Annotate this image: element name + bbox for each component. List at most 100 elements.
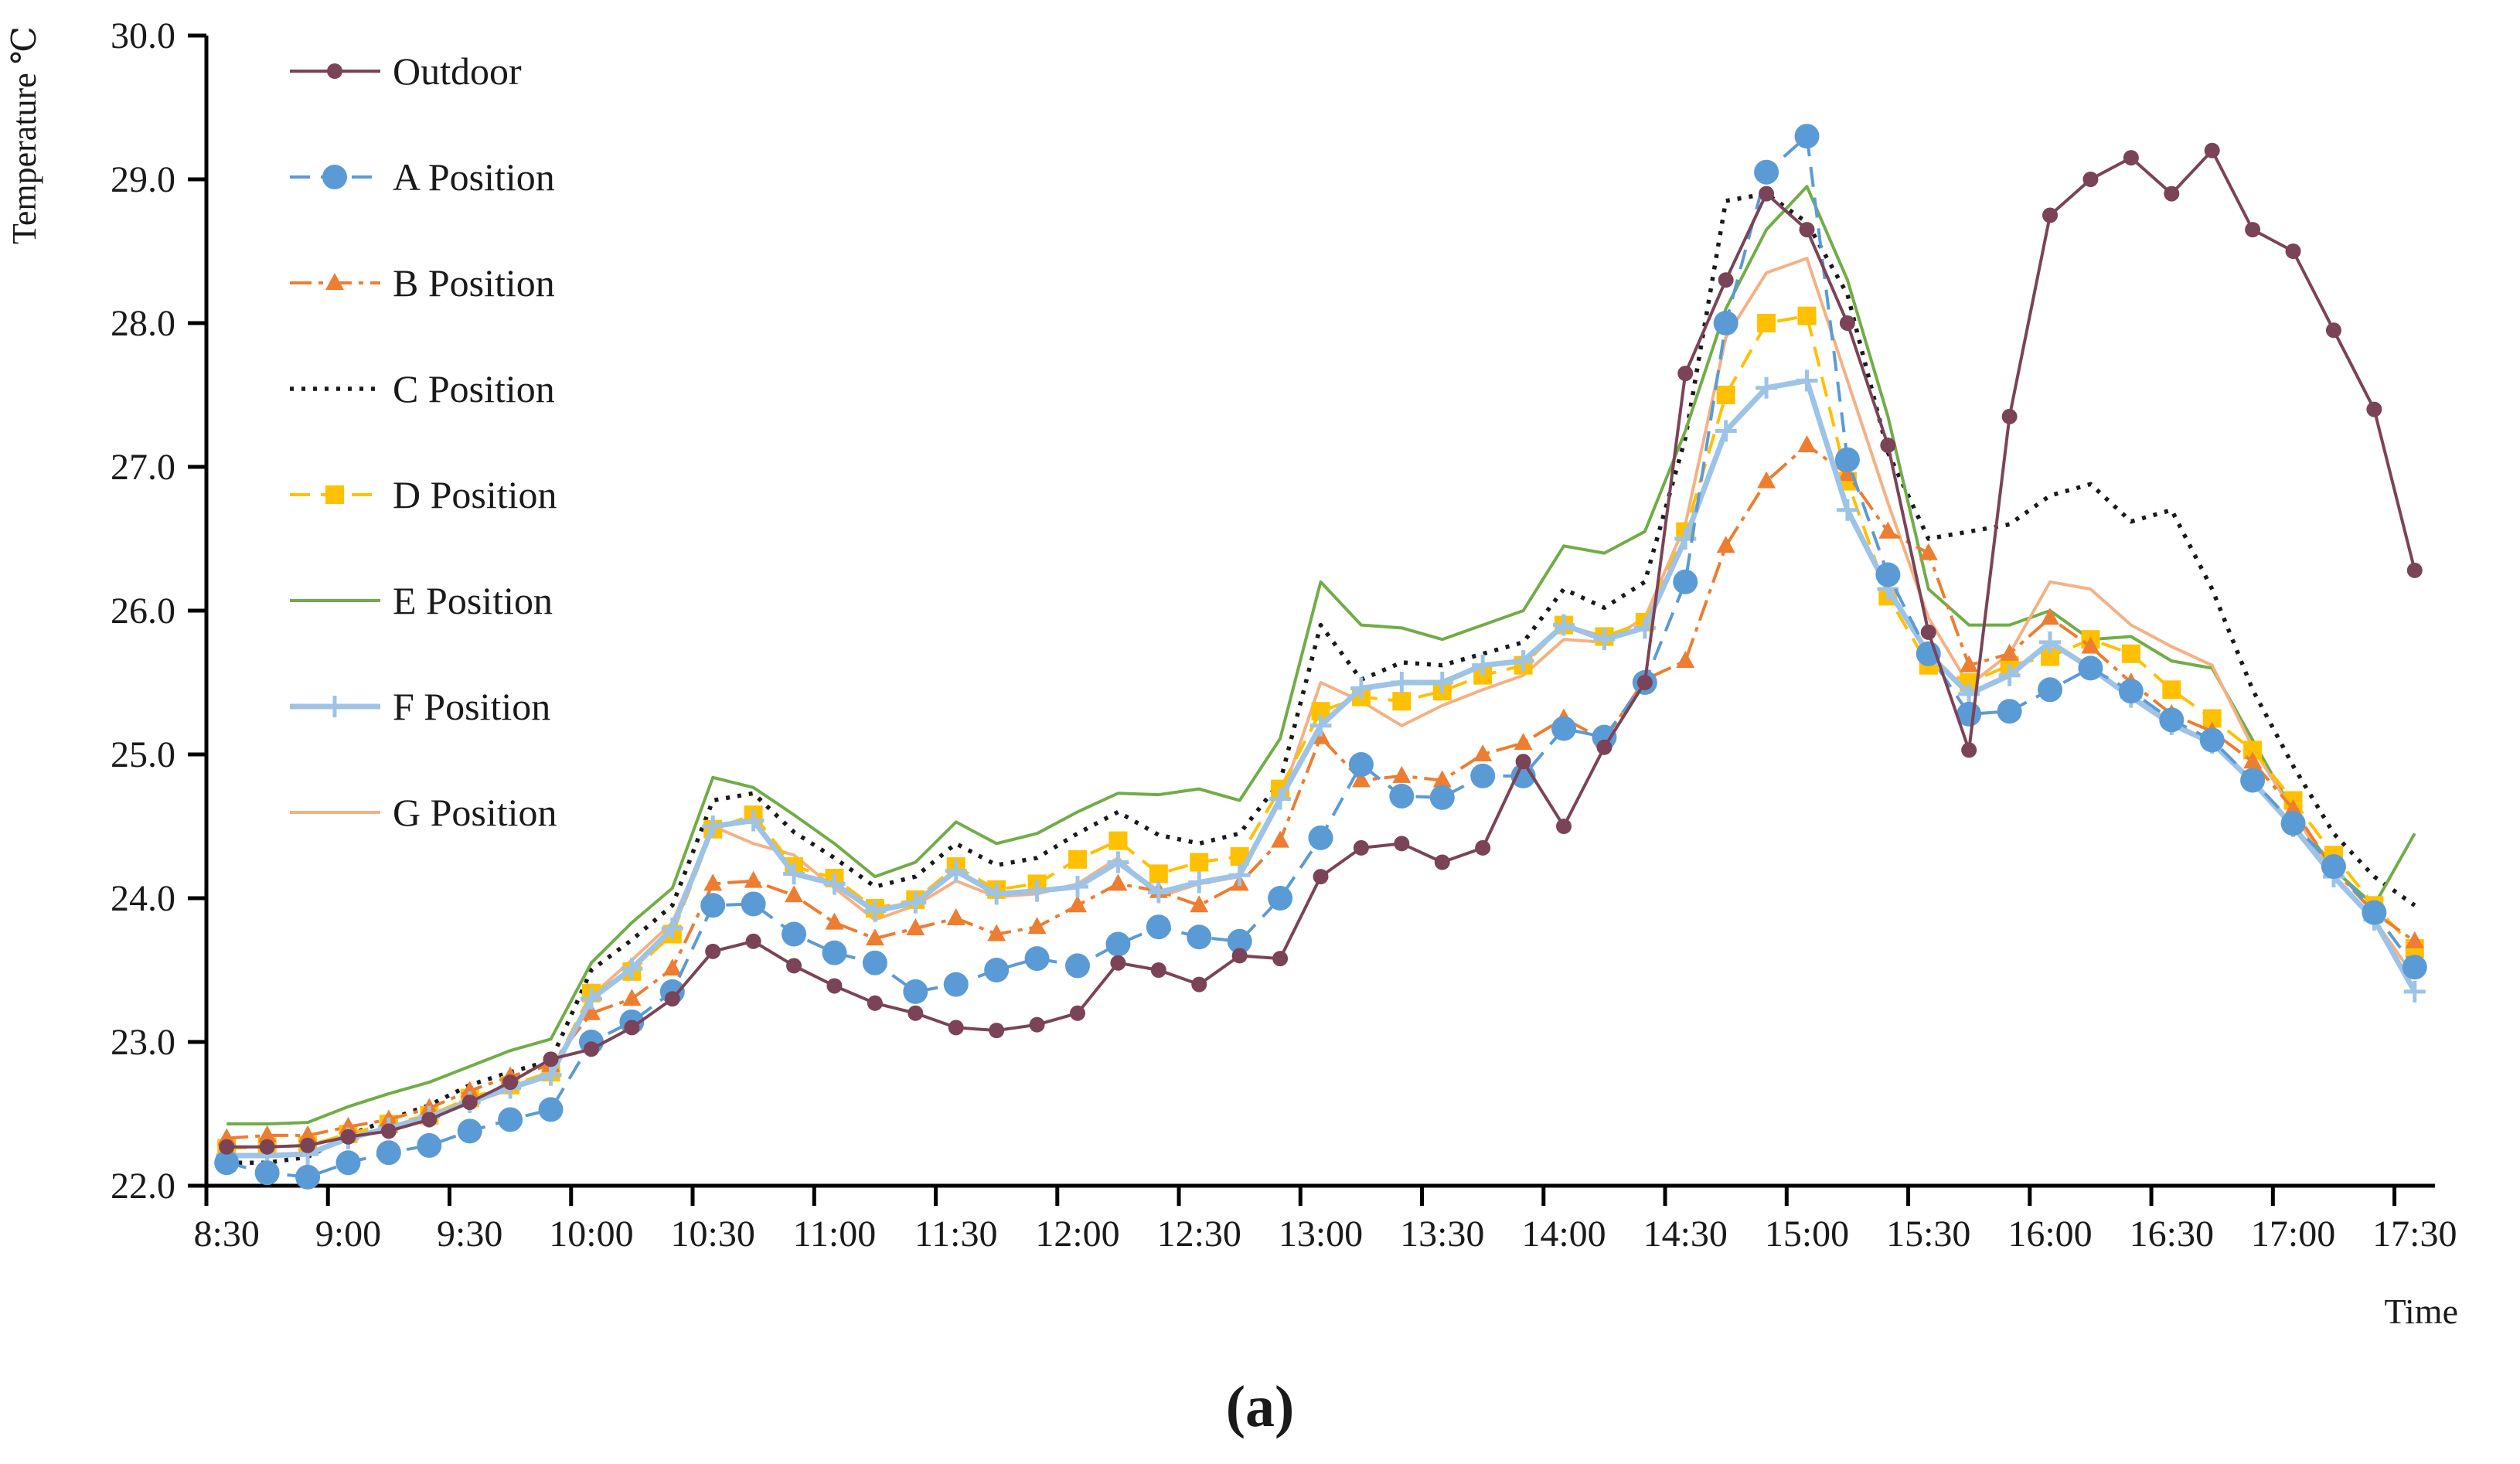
x-tick-label: 10:00	[549, 1214, 633, 1255]
data-point-marker	[1190, 853, 1209, 872]
x-tick-label: 13:30	[1400, 1214, 1484, 1255]
data-point-marker	[1108, 831, 1128, 850]
y-tick-label: 28.0	[111, 303, 175, 344]
x-tick-label: 16:00	[2007, 1214, 2092, 1255]
data-point-marker	[1636, 675, 1653, 690]
data-point-marker	[2123, 150, 2139, 166]
data-point-marker	[1515, 754, 1531, 770]
data-point-marker	[2118, 679, 2144, 704]
data-point-marker	[1676, 651, 1695, 669]
data-point-marker	[1351, 770, 1371, 788]
data-point-marker	[744, 870, 763, 888]
data-point-marker	[1713, 311, 1738, 335]
data-point-marker	[1392, 692, 1412, 711]
data-point-marker	[322, 165, 347, 189]
data-point-marker	[1875, 562, 1901, 587]
data-point-marker	[2121, 644, 2140, 663]
data-point-marker	[2199, 727, 2225, 753]
data-point-marker	[2162, 680, 2181, 700]
data-point-marker	[984, 958, 1010, 982]
y-tick-label: 30.0	[111, 15, 175, 56]
data-point-marker	[2000, 643, 2019, 661]
data-point-marker	[1069, 1005, 1085, 1021]
legend-label-b-position: B Position	[393, 261, 555, 305]
data-point-marker	[1272, 951, 1289, 967]
x-tick-label: 14:30	[1643, 1214, 1728, 1255]
data-point-marker	[1268, 886, 1293, 911]
data-point-marker	[2159, 707, 2185, 733]
data-point-marker	[581, 1003, 601, 1020]
series-line-c-position	[226, 191, 2416, 1165]
data-point-marker	[1551, 716, 1577, 741]
data-point-marker	[2406, 562, 2423, 578]
data-point-marker	[1029, 1016, 1045, 1033]
data-point-marker	[460, 1081, 479, 1098]
data-point-marker	[1754, 159, 1779, 185]
data-point-marker	[257, 1125, 277, 1142]
data-point-marker	[862, 950, 887, 975]
data-point-marker	[822, 940, 847, 965]
legend-label-f-position: F Position	[393, 685, 550, 728]
data-point-marker	[2285, 243, 2301, 259]
data-point-marker	[2041, 608, 2060, 625]
data-point-marker	[1514, 733, 1533, 751]
data-point-marker	[1150, 962, 1166, 978]
data-point-marker	[1308, 825, 1333, 850]
data-point-marker	[2240, 768, 2266, 793]
data-point-marker	[214, 1150, 240, 1176]
x-tick-label: 9:30	[437, 1214, 502, 1255]
legend-label-d-position: D Position	[393, 473, 557, 516]
y-tick-label: 29.0	[111, 159, 175, 200]
data-point-marker	[2402, 955, 2427, 980]
x-tick-label: 8:30	[194, 1214, 260, 1255]
data-point-marker	[295, 1164, 321, 1190]
data-point-marker	[583, 1041, 599, 1057]
data-point-marker	[1794, 124, 1820, 149]
data-point-marker	[906, 918, 925, 936]
data-point-marker	[538, 1097, 564, 1122]
data-point-marker	[1191, 976, 1207, 992]
data-point-marker	[1064, 953, 1090, 979]
data-point-marker	[1919, 543, 1938, 560]
data-point-marker	[2164, 186, 2180, 202]
data-point-marker	[1231, 948, 1248, 964]
x-tick-label: 10:30	[671, 1214, 755, 1255]
data-point-marker	[2038, 677, 2063, 703]
y-tick-label: 25.0	[111, 734, 175, 775]
data-point-marker	[1146, 914, 1171, 940]
data-point-marker	[1149, 864, 1168, 884]
y-tick-label: 27.0	[111, 447, 175, 488]
data-point-marker	[1834, 447, 1860, 472]
data-point-marker	[1353, 839, 1369, 856]
data-point-marker	[2245, 222, 2261, 238]
legend-label-c-position: C Position	[393, 367, 555, 410]
data-point-marker	[254, 1160, 280, 1186]
data-point-marker	[335, 1150, 361, 1176]
subfigure-caption: (a)	[1226, 1374, 1295, 1439]
data-point-marker	[457, 1118, 482, 1144]
data-point-marker	[376, 1140, 401, 1166]
data-point-marker	[1960, 655, 1979, 672]
data-point-marker	[2082, 172, 2099, 187]
data-point-marker	[325, 273, 344, 290]
x-tick-label: 12:30	[1157, 1214, 1241, 1255]
data-point-marker	[2405, 931, 2424, 948]
data-point-marker	[1429, 785, 1455, 810]
data-point-marker	[1757, 471, 1776, 489]
data-point-marker	[327, 63, 342, 79]
y-tick-label: 22.0	[111, 1166, 175, 1207]
data-point-marker	[1799, 222, 1815, 238]
x-tick-label: 14:00	[1521, 1214, 1606, 1255]
y-axis-title: Temperature ℃	[5, 26, 43, 244]
data-point-marker	[219, 1139, 235, 1155]
data-point-marker	[1759, 186, 1775, 202]
data-point-marker	[1757, 314, 1776, 332]
data-point-marker	[705, 943, 721, 959]
data-point-marker	[1716, 386, 1735, 404]
data-point-marker	[1271, 830, 1290, 848]
data-point-marker	[1997, 699, 2022, 724]
y-tick-label: 26.0	[111, 591, 175, 632]
data-point-marker	[1227, 928, 1252, 954]
data-point-marker	[1961, 742, 1977, 758]
data-point-marker	[1190, 895, 1209, 913]
